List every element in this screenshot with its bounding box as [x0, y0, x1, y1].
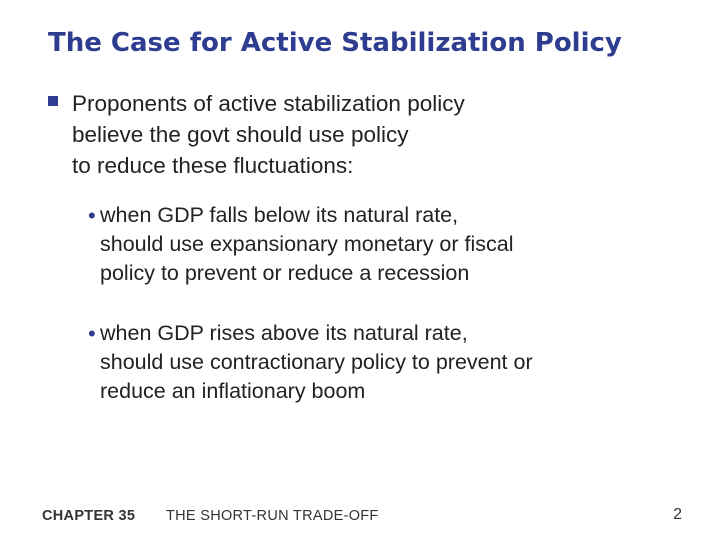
footer-chapter-title: THE SHORT-RUN TRADE-OFF: [166, 508, 379, 524]
main-bullet-line: believe the govt should use policy: [72, 122, 409, 147]
sub-bullet-line: reduce an inflationary boom: [100, 379, 366, 403]
square-bullet-icon: [48, 96, 58, 106]
sub-bullet-text: when GDP falls below its natural rate, s…: [100, 201, 680, 288]
sub-bullet-line: policy to prevent or reduce a recession: [100, 261, 470, 285]
sub-bullet-line: should use contractionary policy to prev…: [100, 350, 533, 374]
main-bullet: Proponents of active stabilization polic…: [48, 88, 688, 181]
sub-bullet-recession: • when GDP falls below its natural rate,…: [88, 201, 680, 288]
page-number: 2: [673, 506, 682, 523]
main-bullet-text: Proponents of active stabilization polic…: [72, 88, 688, 181]
main-bullet-line: Proponents of active stabilization polic…: [72, 91, 465, 116]
slide-title: The Case for Active Stabilization Policy: [48, 28, 622, 58]
dot-bullet-icon: •: [88, 203, 96, 228]
main-bullet-line: to reduce these fluctuations:: [72, 153, 354, 178]
sub-bullet-line: when GDP falls below its natural rate,: [100, 203, 459, 227]
sub-bullet-line: when GDP rises above its natural rate,: [100, 321, 468, 345]
sub-bullet-boom: • when GDP rises above its natural rate,…: [88, 319, 680, 406]
footer-chapter: CHAPTER 35: [42, 508, 136, 524]
sub-bullet-line: should use expansionary monetary or fisc…: [100, 232, 514, 256]
sub-bullet-text: when GDP rises above its natural rate, s…: [100, 319, 680, 406]
dot-bullet-icon: •: [88, 321, 96, 346]
